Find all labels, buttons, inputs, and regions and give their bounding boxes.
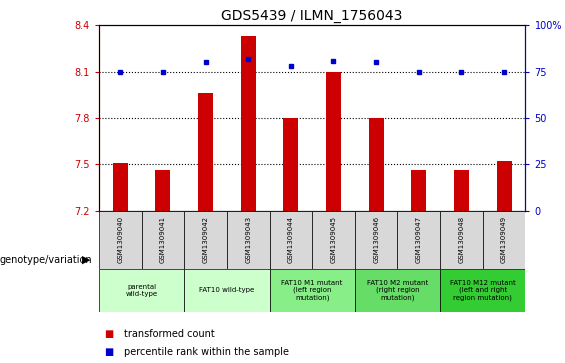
Text: parental
wild-type: parental wild-type <box>125 284 158 297</box>
Bar <box>355 211 398 269</box>
Text: FAT10 M2 mutant
(right region
mutation): FAT10 M2 mutant (right region mutation) <box>367 280 428 301</box>
Text: FAT10 wild-type: FAT10 wild-type <box>199 287 254 293</box>
Text: GSM1309044: GSM1309044 <box>288 216 294 263</box>
Bar <box>411 171 426 211</box>
Bar <box>141 211 184 269</box>
Text: ■: ■ <box>105 329 114 339</box>
Text: ■: ■ <box>105 347 114 357</box>
Text: GSM1309048: GSM1309048 <box>458 216 464 263</box>
Bar <box>99 211 141 269</box>
Text: GSM1309046: GSM1309046 <box>373 216 379 263</box>
Bar <box>198 93 213 211</box>
Text: GSM1309049: GSM1309049 <box>501 216 507 263</box>
Bar <box>312 211 355 269</box>
Text: GSM1309043: GSM1309043 <box>245 216 251 263</box>
Bar <box>184 211 227 269</box>
Text: ▶: ▶ <box>82 255 90 265</box>
Text: genotype/variation: genotype/variation <box>0 255 93 265</box>
Bar <box>369 118 384 211</box>
Bar <box>355 269 440 312</box>
Bar <box>483 211 525 269</box>
Bar <box>440 269 525 312</box>
Bar <box>241 36 255 211</box>
Bar <box>270 211 312 269</box>
Text: percentile rank within the sample: percentile rank within the sample <box>124 347 289 357</box>
Bar <box>184 269 270 312</box>
Bar <box>440 211 483 269</box>
Text: GSM1309040: GSM1309040 <box>117 216 123 263</box>
Text: GSM1309045: GSM1309045 <box>331 216 337 263</box>
Bar <box>113 163 128 211</box>
Bar <box>454 171 469 211</box>
Text: GSM1309047: GSM1309047 <box>416 216 422 263</box>
Bar <box>497 161 511 211</box>
Bar <box>155 171 170 211</box>
Bar <box>284 118 298 211</box>
Text: FAT10 M12 mutant
(left and right
region mutation): FAT10 M12 mutant (left and right region … <box>450 280 516 301</box>
Text: GSM1309041: GSM1309041 <box>160 216 166 263</box>
Bar <box>99 269 184 312</box>
Bar <box>270 269 355 312</box>
Bar <box>326 72 341 211</box>
Text: FAT10 M1 mutant
(left region
mutation): FAT10 M1 mutant (left region mutation) <box>281 280 343 301</box>
Bar <box>227 211 270 269</box>
Bar <box>398 211 440 269</box>
Text: transformed count: transformed count <box>124 329 215 339</box>
Text: GSM1309042: GSM1309042 <box>202 216 208 263</box>
Title: GDS5439 / ILMN_1756043: GDS5439 / ILMN_1756043 <box>221 9 403 23</box>
